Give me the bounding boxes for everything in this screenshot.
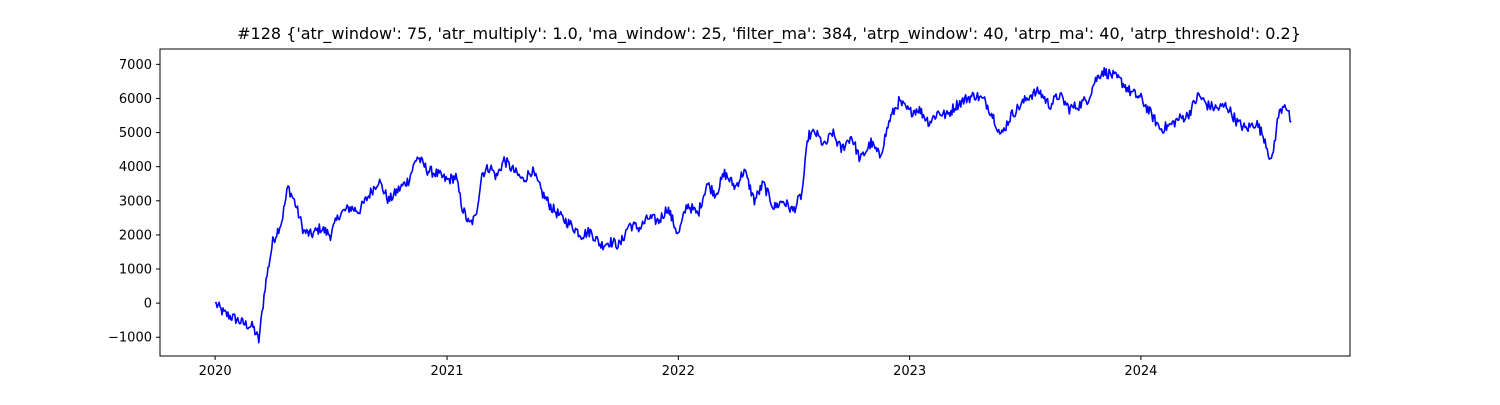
x-tick-label: 2022 <box>662 364 695 379</box>
y-tick-label: 4000 <box>119 160 152 175</box>
y-tick-label: −1000 <box>108 331 152 346</box>
y-axis: −1000 0 1000 2000 3000 4000 5000 6000 7000 <box>108 58 160 346</box>
y-tick-label: 2000 <box>119 228 152 243</box>
plot-area <box>214 67 1292 344</box>
x-axis: 2020 2021 2022 2023 2024 <box>199 356 1157 379</box>
x-tick-label: 2021 <box>430 364 463 379</box>
y-tick-label: 1000 <box>119 263 152 278</box>
y-tick-label: 3000 <box>119 194 152 209</box>
y-tick-label: 7000 <box>119 58 152 73</box>
chart-title: #128 {'atr_window': 75, 'atr_multiply': … <box>237 24 1301 44</box>
y-tick-label: 0 <box>144 297 152 312</box>
x-tick-label: 2020 <box>199 364 232 379</box>
y-tick-label: 6000 <box>119 92 152 107</box>
x-tick-label: 2023 <box>893 364 926 379</box>
x-tick-label: 2024 <box>1124 364 1157 379</box>
plot-frame <box>159 48 1351 357</box>
series-line <box>214 67 1292 344</box>
y-tick-label: 5000 <box>119 126 152 141</box>
